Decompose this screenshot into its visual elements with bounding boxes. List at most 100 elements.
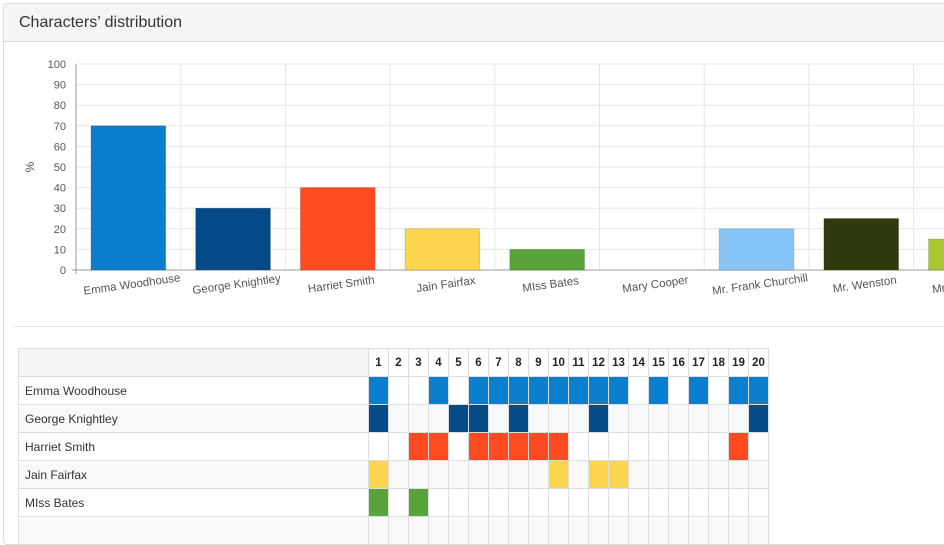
chapter-cell [488,376,509,405]
chapter-cell [408,432,429,461]
chapter-cell [368,488,389,517]
chapter-header-9: 9 [528,348,549,377]
chapter-cell [508,516,529,545]
chapter-cell [488,404,509,433]
chapters-table: 1 2 3 4 5 6 7 8 9 10 11 12 13 14 15 16 17 18 19 20 Emma Woo… [18,348,769,545]
chapter-cell [748,460,769,489]
chapter-cell [548,516,569,545]
chapter-cell [688,432,709,461]
x-tick-label: George Knightley [192,273,282,297]
chapter-cell [728,516,749,545]
chapter-cell [688,488,709,517]
bar-4 [404,228,481,271]
chapter-cell [688,404,709,433]
chapter-cell [728,432,749,461]
chapter-cell [588,488,609,517]
chapter-cell [728,404,749,433]
chapter-cell [408,460,429,489]
chapter-cell [488,488,509,517]
chapter-cell [748,376,769,405]
y-axis-label: % [23,161,37,172]
chapter-cell [548,488,569,517]
y-tick-label: 60 [54,141,66,153]
chapter-cell [448,376,469,405]
chapter-cell [468,404,489,433]
chapter-cell [428,432,449,461]
y-tick-label: 50 [54,162,66,174]
chapter-header-13: 13 [608,348,629,377]
chapter-cell [508,404,529,433]
chapter-cell [728,488,749,517]
chapter-cell [708,376,729,405]
chapter-cell [728,460,749,489]
chapter-cell [668,432,689,461]
chapter-cell [448,432,469,461]
chapter-cell [688,376,709,405]
chapter-cell [568,516,589,545]
chapter-cell [648,376,669,405]
chapter-cell [388,404,409,433]
character-name: George Knightley [18,404,369,433]
chapter-cell [668,488,689,517]
chapter-cell [588,376,609,405]
chapter-cell [708,516,729,545]
chapter-cell [428,404,449,433]
x-tick-label: Mr. Wenston [832,275,897,296]
chapter-cell [368,516,389,545]
chapter-cell [628,376,649,405]
chapter-cell [648,460,669,489]
chapter-header-15: 15 [648,348,669,377]
chapter-cell [528,376,549,405]
character-name: Jain Fairfax [18,460,369,489]
chapter-cell [448,488,469,517]
chapter-cell [368,432,389,461]
bar-2 [195,207,271,271]
chapter-cell [628,404,649,433]
chapter-cell [408,376,429,405]
chapter-cell [708,432,729,461]
chapter-header-5: 5 [448,348,469,377]
chapter-cell [508,460,529,489]
chapter-header-8: 8 [508,348,529,377]
chapter-cell [608,432,629,461]
chapter-cell [748,432,769,461]
y-tick-label: 30 [54,203,66,215]
chapter-cell [668,376,689,405]
chapter-cell [468,460,489,489]
chapter-cell [668,460,689,489]
chapter-cell [568,404,589,433]
table-row: Emma Woodhouse [18,376,769,405]
character-name [18,516,369,545]
chapter-cell [568,460,589,489]
chapter-cell [368,460,389,489]
chapter-cell [448,404,469,433]
chapter-cell [628,516,649,545]
chapter-cell [728,376,749,405]
chapter-cell [708,488,729,517]
chapter-cell [588,432,609,461]
chapter-cell [488,516,509,545]
x-tick-label: Jain Fairfax [416,275,477,295]
x-tick-label: Mary Cooper [622,274,690,295]
chapter-cell [508,488,529,517]
chapter-cell [388,432,409,461]
chapter-header-6: 6 [468,348,489,377]
chapter-header-11: 11 [568,348,589,377]
y-tick-label: 70 [54,121,66,133]
chapter-cell [708,460,729,489]
chapter-cell [668,516,689,545]
character-name: Harriet Smith [18,432,369,461]
divider [14,326,944,327]
chapter-cell [708,404,729,433]
bar-9 [928,238,944,271]
chapter-cell [388,460,409,489]
chapter-cell [428,488,449,517]
bar-5 [509,248,585,271]
chapter-cell [488,460,509,489]
y-tick-label: 90 [54,80,66,92]
x-tick-label: Emma Woodhouse [83,272,181,297]
chapter-cell [528,404,549,433]
bar-1 [90,125,167,271]
chapter-cell [748,488,769,517]
chapter-cell [508,432,529,461]
